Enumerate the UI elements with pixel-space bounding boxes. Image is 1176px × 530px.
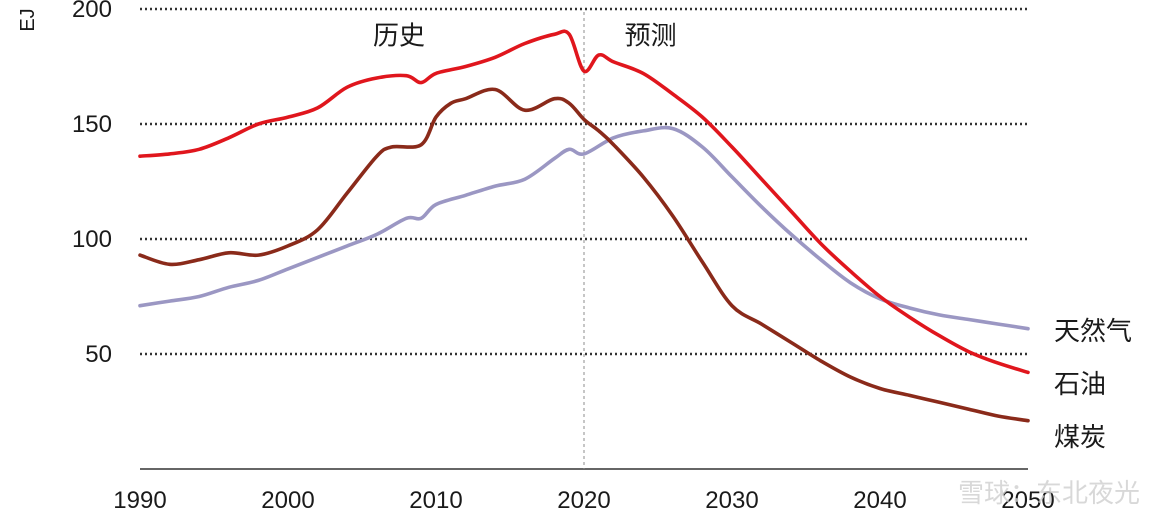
y-tick-label: 50: [85, 341, 112, 368]
series-label-oil: 石油: [1054, 370, 1106, 400]
x-tick-label: 2050: [1001, 487, 1054, 514]
y-axis-unit-label: EJ: [17, 8, 39, 31]
grid-lines: [140, 7, 1028, 356]
x-tick-labels: 1990 2000 2010 2020 2030 2040 2050: [113, 487, 1054, 514]
series-label-gas: 天然气: [1054, 317, 1132, 347]
y-tick-labels: 50 100 150 200: [72, 0, 112, 368]
y-tick-label: 150: [72, 111, 112, 138]
series-line-gas: [138, 125, 1030, 331]
x-tick-label: 2040: [853, 487, 906, 514]
series-line-oil: [138, 29, 1030, 375]
series-line-coal: [138, 87, 1030, 423]
x-tick-label: 2020: [557, 487, 610, 514]
x-tick-label: 1990: [113, 487, 166, 514]
x-tick-label: 2030: [705, 487, 758, 514]
series-label-coal: 煤炭: [1054, 423, 1106, 453]
x-tick-label: 2010: [409, 487, 462, 514]
history-label: 历史: [373, 22, 425, 52]
watermark-text: 雪球：东北夜光: [958, 479, 1140, 509]
y-tick-label: 100: [72, 226, 112, 253]
period-annotations: 历史 预测: [373, 22, 677, 52]
series-lines: [138, 29, 1030, 423]
x-tick-label: 2000: [261, 487, 314, 514]
y-tick-label: 200: [72, 0, 112, 23]
forecast-label: 预测: [625, 22, 677, 52]
